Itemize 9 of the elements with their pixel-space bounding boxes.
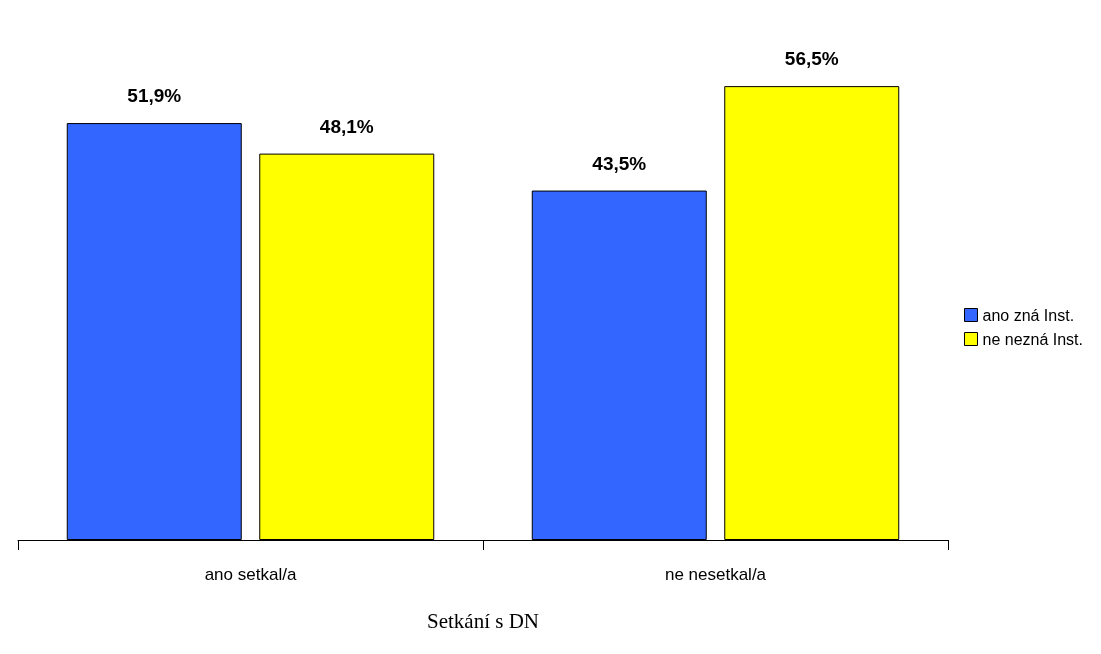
legend-label: ano zná Inst. <box>982 306 1075 324</box>
data-label: 56,5% <box>784 48 839 70</box>
data-label: 48,1% <box>319 115 374 137</box>
x-tick-label: ne nesetkal/a <box>664 565 767 584</box>
x-axis-title: Setkání s DN <box>427 608 539 633</box>
data-label: 43,5% <box>592 152 647 174</box>
data-label: 51,9% <box>127 85 182 107</box>
x-tick-label: ano setkal/a <box>204 565 297 584</box>
legend-label: ne nezná Inst. <box>982 330 1083 348</box>
